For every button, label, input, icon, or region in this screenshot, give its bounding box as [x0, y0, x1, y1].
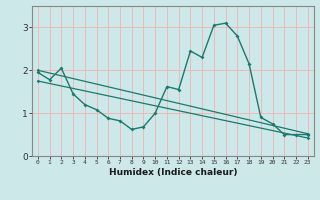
X-axis label: Humidex (Indice chaleur): Humidex (Indice chaleur)	[108, 168, 237, 177]
